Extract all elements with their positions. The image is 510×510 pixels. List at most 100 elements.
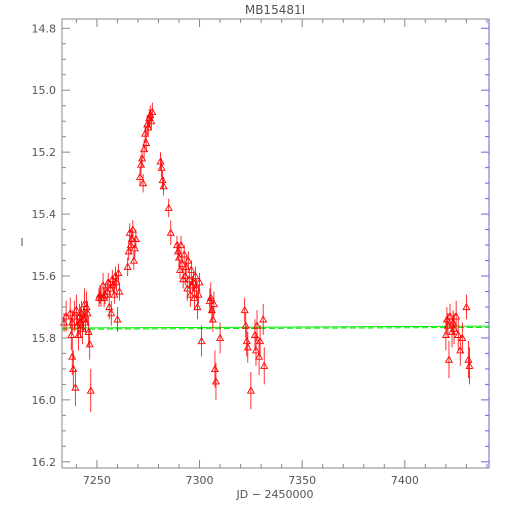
- data-point: [243, 331, 252, 363]
- data-point: [195, 272, 204, 292]
- data-point: [123, 257, 132, 277]
- y-tick-label: 15.4: [32, 208, 57, 221]
- data-point: [113, 306, 122, 332]
- data-point: [71, 368, 80, 407]
- x-tick-label: 7300: [186, 474, 214, 487]
- data-point: [241, 313, 250, 338]
- data-point: [112, 272, 121, 292]
- data-point: [144, 118, 153, 137]
- data-point: [208, 306, 217, 332]
- data-point: [129, 251, 138, 270]
- data-point: [173, 241, 183, 261]
- y-tick-label: 15.6: [32, 270, 57, 283]
- data-point: [69, 350, 78, 388]
- data-point: [136, 155, 146, 174]
- data-point: [180, 245, 189, 264]
- y-axis-ticks: 14.8 15.0 15.2 15.4 15.6 15.8 16.0 16.2: [32, 22, 489, 469]
- data-point: [67, 319, 76, 351]
- data-point: [449, 310, 458, 335]
- data-point: [83, 300, 92, 326]
- data-point: [82, 291, 91, 323]
- data-point: [458, 322, 467, 354]
- data-point: [131, 229, 140, 249]
- data-point: [95, 285, 105, 304]
- data-point: [107, 300, 116, 326]
- data-point: [462, 294, 471, 320]
- data-point: [246, 372, 255, 410]
- data-points: [59, 102, 474, 413]
- y-tick-label: 14.8: [32, 22, 57, 35]
- data-point: [255, 337, 264, 376]
- data-point: [86, 368, 95, 413]
- data-point: [256, 325, 265, 357]
- data-point: [126, 235, 135, 255]
- y-tick-label: 16.2: [32, 456, 57, 469]
- data-point: [68, 310, 77, 335]
- y-tick-label: 15.0: [32, 84, 57, 97]
- data-point: [157, 158, 166, 177]
- chart-title: MB15481I: [245, 3, 305, 17]
- data-point: [251, 334, 261, 366]
- x-axis-title: JD − 2450000: [236, 488, 314, 501]
- data-point: [177, 235, 186, 255]
- y-axis-title: I: [20, 236, 23, 249]
- data-point: [194, 285, 203, 304]
- data-point: [185, 269, 194, 289]
- data-point: [142, 133, 151, 153]
- data-point: [187, 260, 196, 280]
- data-point: [68, 337, 77, 376]
- data-point: [211, 362, 221, 400]
- x-tick-label: 7350: [288, 474, 316, 487]
- x-axis-ticks: 7250 7300 7350 7400: [75, 19, 488, 487]
- data-point: [464, 341, 473, 379]
- data-point: [114, 263, 123, 283]
- data-point: [70, 300, 79, 332]
- x-tick-label: 7250: [83, 474, 111, 487]
- data-point: [209, 291, 218, 317]
- data-point: [141, 124, 150, 143]
- data-point: [441, 319, 450, 351]
- y-tick-label: 15.2: [32, 146, 57, 159]
- data-point: [74, 319, 83, 351]
- data-point: [242, 325, 251, 357]
- data-point: [465, 347, 474, 385]
- data-point: [172, 235, 182, 255]
- data-point: [197, 325, 206, 357]
- data-point: [164, 198, 173, 218]
- baseline-dashed: [61, 326, 490, 330]
- baseline-layer: [61, 325, 490, 330]
- data-point: [444, 341, 454, 379]
- y-tick-label: 15.8: [32, 332, 57, 345]
- data-point: [137, 149, 147, 168]
- data-point: [135, 167, 145, 187]
- data-point: [130, 238, 139, 258]
- data-point: [147, 111, 156, 131]
- data-point: [259, 303, 268, 335]
- data-point: [158, 170, 167, 190]
- data-point: [85, 328, 94, 360]
- data-point: [456, 334, 465, 366]
- data-point: [252, 310, 262, 342]
- data-point: [454, 319, 463, 351]
- data-point: [77, 300, 86, 326]
- data-point: [191, 266, 200, 286]
- data-point: [105, 294, 114, 320]
- data-point: [72, 294, 81, 326]
- plot-frame: [61, 18, 490, 469]
- data-point: [181, 266, 190, 286]
- baseline-solid: [61, 325, 490, 329]
- data-point: [260, 347, 269, 385]
- data-point: [178, 254, 187, 273]
- data-point: [450, 313, 459, 345]
- data-point: [115, 282, 124, 301]
- data-point: [250, 319, 260, 351]
- x-tick-label: 7400: [391, 474, 419, 487]
- data-point: [452, 300, 461, 332]
- data-point: [166, 220, 175, 246]
- data-point: [193, 294, 202, 320]
- data-point: [139, 173, 148, 193]
- data-point: [210, 350, 220, 388]
- data-point: [240, 297, 249, 323]
- data-point: [184, 251, 193, 270]
